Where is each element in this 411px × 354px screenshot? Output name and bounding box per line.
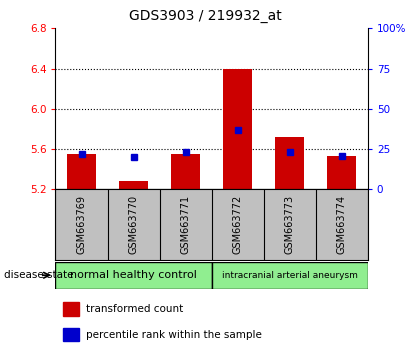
Text: disease state: disease state bbox=[4, 270, 74, 280]
Bar bbox=[67, 154, 96, 189]
Bar bbox=[119, 181, 148, 189]
Bar bbox=[328, 156, 356, 189]
Text: GDS3903 / 219932_at: GDS3903 / 219932_at bbox=[129, 9, 282, 23]
Bar bbox=[224, 69, 252, 189]
Text: GSM663770: GSM663770 bbox=[129, 195, 139, 254]
Text: transformed count: transformed count bbox=[86, 304, 183, 314]
Text: GSM663769: GSM663769 bbox=[76, 195, 86, 254]
Text: percentile rank within the sample: percentile rank within the sample bbox=[86, 330, 262, 340]
Text: GSM663771: GSM663771 bbox=[181, 195, 191, 254]
Text: normal healthy control: normal healthy control bbox=[70, 270, 197, 280]
Bar bbox=[63, 302, 79, 315]
FancyBboxPatch shape bbox=[212, 262, 368, 289]
Bar bbox=[171, 154, 200, 189]
FancyBboxPatch shape bbox=[55, 262, 212, 289]
Text: GSM663773: GSM663773 bbox=[285, 195, 295, 254]
Bar bbox=[275, 137, 304, 189]
Text: GSM663774: GSM663774 bbox=[337, 195, 347, 254]
Text: GSM663772: GSM663772 bbox=[233, 195, 242, 254]
Text: intracranial arterial aneurysm: intracranial arterial aneurysm bbox=[222, 271, 358, 280]
Bar bbox=[63, 328, 79, 341]
